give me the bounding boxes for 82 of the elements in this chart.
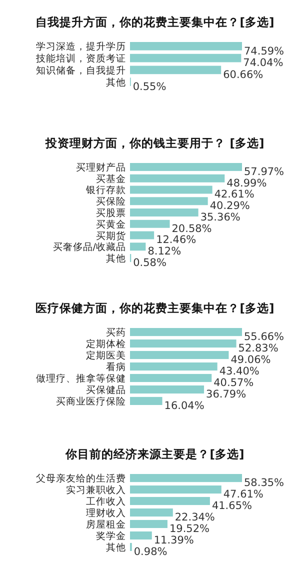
y-tick-label: 银行存款 xyxy=(85,184,126,196)
bar xyxy=(130,385,204,394)
bar xyxy=(130,520,168,528)
bar xyxy=(130,54,242,62)
data-label: 55.66% xyxy=(244,331,284,344)
bar xyxy=(130,531,152,540)
data-label: 57.97% xyxy=(244,166,284,178)
data-label: 20.58% xyxy=(172,222,212,235)
y-tick-label: 父母亲友给的生活费 xyxy=(36,472,126,485)
data-label: 16.04% xyxy=(164,400,204,412)
bar xyxy=(130,163,242,171)
data-label: 19.52% xyxy=(169,523,210,536)
chart-title: 投资理财方面，你的钱主要用于？ [多选] xyxy=(44,136,264,150)
y-tick-label: 买理财产品 xyxy=(76,161,126,174)
data-label: 52.83% xyxy=(238,342,278,355)
data-label: 49.06% xyxy=(230,354,271,366)
y-tick-label: 知识储备，自我提升 xyxy=(36,64,126,76)
bar xyxy=(130,174,225,182)
bar xyxy=(130,350,229,360)
bar xyxy=(130,186,212,194)
bar xyxy=(130,208,198,216)
y-tick-label: 买期货 xyxy=(96,230,126,242)
bar xyxy=(130,42,242,50)
chart-title: 你目前的经济来源主要是？[多选] xyxy=(64,447,244,461)
y-tick-label: 房屋租金 xyxy=(86,518,126,530)
y-tick-label: 买奢侈品/收藏品 xyxy=(52,241,126,254)
y-tick-label: 理财收入 xyxy=(86,507,126,519)
data-label: 22.34% xyxy=(174,512,215,524)
y-tick-label: 其他 xyxy=(106,541,126,554)
data-label: 0.58% xyxy=(133,257,166,269)
data-label: 12.46% xyxy=(156,234,196,246)
bar xyxy=(130,396,162,405)
chart-title: 自我提升方面，你的花费主要集中在？[多选] xyxy=(36,15,274,29)
bar xyxy=(130,508,173,517)
data-label: 42.61% xyxy=(214,188,254,201)
bar xyxy=(130,197,208,206)
data-label: 11.39% xyxy=(154,534,194,547)
data-label: 40.29% xyxy=(210,200,250,212)
y-tick-label: 买保健品 xyxy=(86,384,126,396)
data-label: 8.12% xyxy=(148,246,182,258)
y-tick-label: 工作收入 xyxy=(86,496,126,508)
y-tick-label: 实习兼职收入 xyxy=(66,484,126,496)
data-label: 0.98% xyxy=(134,546,168,558)
bar xyxy=(130,220,170,228)
y-tick-label: 其他 xyxy=(106,252,126,265)
data-label: 58.35% xyxy=(244,477,284,490)
bar xyxy=(130,231,154,240)
bar xyxy=(130,496,210,506)
data-label: 43.40% xyxy=(219,366,260,378)
y-tick-label: 定期医美 xyxy=(86,350,126,362)
y-tick-label: 买保险 xyxy=(96,196,126,208)
data-label: 36.79% xyxy=(206,388,246,401)
y-tick-label: 学习深造，提升学历 xyxy=(36,40,126,53)
bar xyxy=(130,362,218,371)
y-tick-label: 看病 xyxy=(106,361,126,373)
bar xyxy=(130,474,242,482)
data-label: 35.36% xyxy=(200,211,240,224)
y-tick-label: 技能培训，资质考证 xyxy=(35,52,126,65)
data-label: 0.55% xyxy=(132,81,166,93)
y-tick-label: 奖学金 xyxy=(96,530,126,542)
data-label: 48.99% xyxy=(226,177,267,190)
bar xyxy=(130,242,146,251)
y-tick-label: 其他 xyxy=(106,76,126,88)
y-tick-label: 做理疗、推拿等保健 xyxy=(36,372,126,384)
data-label: 60.66% xyxy=(223,69,264,82)
bar xyxy=(130,339,236,348)
y-tick-label: 买基金 xyxy=(96,172,126,185)
data-label: 41.65% xyxy=(212,500,252,512)
data-label: 74.59% xyxy=(244,45,284,58)
y-tick-label: 定期体检 xyxy=(86,338,126,350)
y-tick-label: 买股票 xyxy=(96,208,126,219)
data-label: 40.57% xyxy=(214,377,254,390)
y-tick-label: 买黄金 xyxy=(96,218,126,230)
y-tick-label: 买药 xyxy=(106,326,126,339)
y-tick-label: 买商业医疗保险 xyxy=(56,395,126,408)
data-label: 47.61% xyxy=(223,488,264,501)
data-label: 74.04% xyxy=(243,57,284,70)
bar xyxy=(130,374,212,382)
bar xyxy=(130,66,222,74)
bar xyxy=(130,485,222,494)
bar xyxy=(130,328,242,336)
chart-title: 医疗保健方面，你的花费主要集中在？[多选] xyxy=(36,301,274,315)
